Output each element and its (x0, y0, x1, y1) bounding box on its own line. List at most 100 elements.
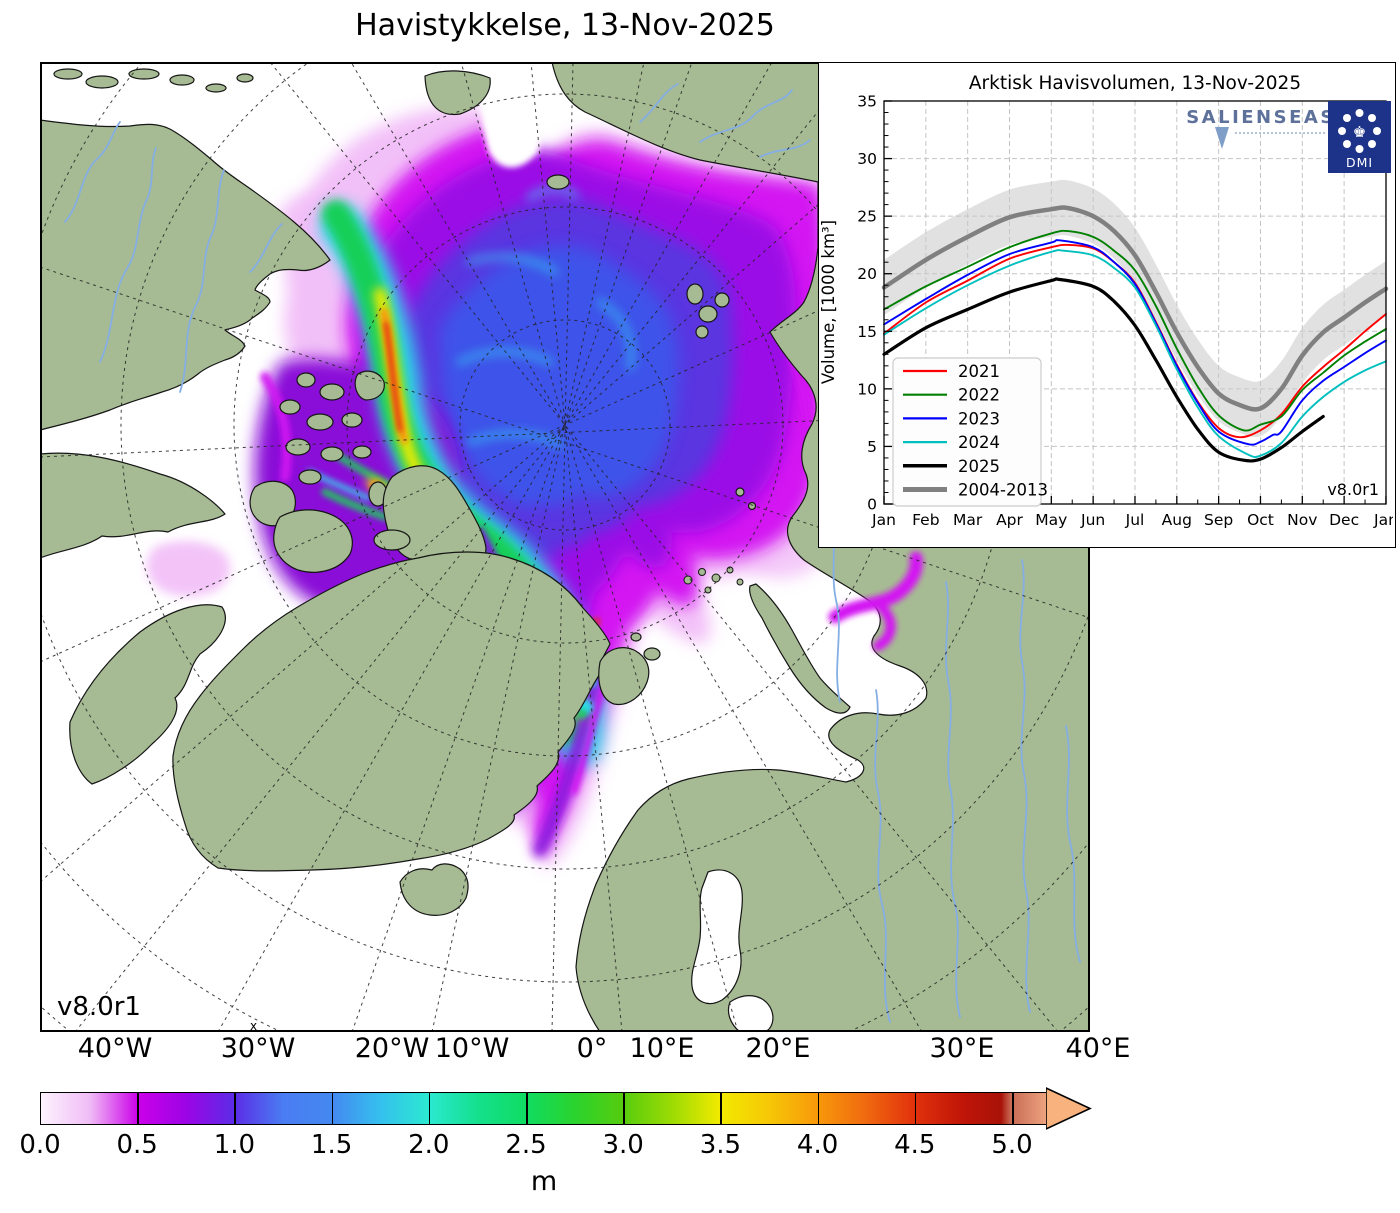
legend-label-2025: 2025 (958, 457, 1000, 476)
x-tick-label: Jan (1373, 511, 1393, 529)
salienseas-logo: SALIENSEAS (1186, 107, 1336, 149)
x-tick-label: Mar (953, 511, 983, 529)
x-tick-label: Feb (912, 511, 939, 529)
chart-series-lines (881, 205, 1389, 463)
colorbar-tick-label: 1.5 (310, 1130, 353, 1160)
map-longitude-label: 20°W (354, 1033, 430, 1064)
colorbar-tick-label: 5.0 (991, 1130, 1033, 1160)
land-baffin-island (69, 604, 226, 785)
x-tick-label: Jan (871, 511, 896, 529)
x-tick-label: Dec (1329, 511, 1359, 529)
x-tick-label: Nov (1287, 511, 1317, 529)
map-longitude-label: 0° (576, 1033, 608, 1064)
chart-svg: Arktisk Havisvolumen, 13-Nov-2025 Volume… (819, 73, 1393, 530)
land-franz-josef-land (683, 566, 744, 594)
chart-ylabel: Volume, [1000 km³] (819, 220, 838, 384)
colorbar-unit-label: m (530, 1166, 558, 1197)
map-version-label: v8.0r1 (57, 992, 141, 1022)
dmi-logo-dots (1338, 109, 1381, 153)
map-longitude-label: 20°E (745, 1033, 811, 1064)
y-tick-label: 5 (867, 438, 877, 456)
series-line-2004-2013 (881, 205, 1389, 412)
graticule-x-marker: x (250, 1019, 257, 1032)
land-svalbard (598, 632, 661, 706)
inset-volume-chart: Arktisk Havisvolumen, 13-Nov-2025 Volume… (818, 62, 1396, 548)
map-longitude-label: 30°E (929, 1033, 995, 1064)
chart-legend: 2021 2022 2023 2024 2025 2004-2013 (892, 357, 1048, 507)
series-line-2023 (883, 239, 1387, 446)
colorbar-tick (1012, 1093, 1014, 1124)
colorbar-tick (526, 1093, 528, 1124)
land-iceland (399, 863, 469, 916)
colorbar-tick (720, 1093, 722, 1124)
x-tick-label: Jul (1125, 511, 1145, 529)
colorbar-tick (914, 1093, 917, 1124)
x-tick-label: Apr (996, 511, 1023, 529)
colorbar-tick-label: 0.0 (19, 1130, 61, 1160)
x-tick-label: Jun (1080, 511, 1105, 529)
colorbar-tick (234, 1093, 236, 1124)
y-tick-label: 25 (857, 208, 877, 226)
map-title: Havistykkelse, 13-Nov-2025 (355, 8, 775, 43)
colorbar-tick (137, 1093, 139, 1124)
colorbar-tick (428, 1093, 431, 1124)
chart-tick-labels: JanFebMarAprMayJunJulAugSepOctNovDecJan0… (857, 93, 1393, 530)
land-severnaya-zemlya (686, 283, 730, 339)
colorbar-tick-label: 2.0 (408, 1130, 450, 1160)
y-tick-label: 20 (857, 265, 877, 283)
salienseas-sail-icon (1215, 127, 1229, 149)
land-greenland (172, 551, 611, 872)
legend-label-2024: 2024 (958, 433, 1000, 452)
colorbar-tick-label: 3.0 (602, 1130, 644, 1160)
dmi-wordmark: DMI (1346, 155, 1373, 170)
colorbar (40, 1092, 1048, 1125)
chart-version-label: v8.0r1 (1327, 480, 1379, 499)
bering-strait-open-water (479, 62, 555, 168)
map-longitude-label: 40°W (77, 1033, 153, 1064)
y-tick-label: 30 (857, 150, 877, 168)
colorbar-tick-label: 4.0 (796, 1130, 839, 1160)
colorbar-tick-label: 4.5 (894, 1130, 936, 1160)
legend-label-2022: 2022 (958, 386, 1000, 405)
land-north-america-south (40, 452, 226, 559)
y-tick-label: 10 (857, 380, 877, 398)
map-longitude-label: 30°W (220, 1033, 296, 1064)
x-tick-label: Sep (1204, 511, 1233, 529)
y-tick-label: 35 (857, 93, 877, 111)
y-tick-label: 0 (867, 496, 877, 514)
land-novaya-zemlya (749, 583, 851, 714)
map-longitude-label: 40°E (1065, 1033, 1131, 1064)
baltic-sea (691, 869, 774, 1032)
colorbar-tick-label: 1.0 (213, 1130, 256, 1160)
land-canadian-archipelago (249, 370, 487, 573)
series-line-2025 (882, 277, 1325, 463)
legend-label-2023: 2023 (958, 409, 1000, 428)
series-line-2022 (883, 229, 1387, 432)
colorbar-tick-label: 2.5 (505, 1130, 547, 1160)
colorbar-tick (817, 1093, 820, 1124)
colorbar-tick-label: 3.5 (699, 1130, 742, 1160)
dmi-crown-icon: ♚ (1353, 123, 1366, 141)
legend-label-2021: 2021 (958, 362, 1000, 381)
chart-title: Arktisk Havisvolumen, 13-Nov-2025 (969, 73, 1301, 94)
white-sea-ice (828, 551, 923, 651)
map-longitude-label: 10°W (434, 1033, 510, 1064)
y-tick-label: 15 (857, 323, 877, 341)
colorbar-arrow (1046, 1087, 1092, 1130)
series-line-2024 (883, 249, 1387, 458)
land-wrangel-island (546, 174, 570, 190)
band-2004-2013 (884, 179, 1386, 438)
x-tick-label: Aug (1162, 511, 1192, 529)
x-tick-label: Oct (1247, 511, 1274, 529)
map-longitude-label: 10°E (629, 1033, 695, 1064)
dmi-logo: ♚ DMI (1328, 101, 1391, 173)
colorbar-tick-label: 0.5 (116, 1130, 158, 1160)
land-alaska-tip (424, 70, 491, 116)
x-tick-label: May (1035, 511, 1067, 529)
colorbar-tick (331, 1093, 334, 1124)
colorbar-tick (623, 1093, 625, 1124)
chart-band (884, 179, 1386, 438)
salienseas-wordmark: SALIENSEAS (1186, 107, 1336, 128)
land-north-america (40, 119, 331, 431)
